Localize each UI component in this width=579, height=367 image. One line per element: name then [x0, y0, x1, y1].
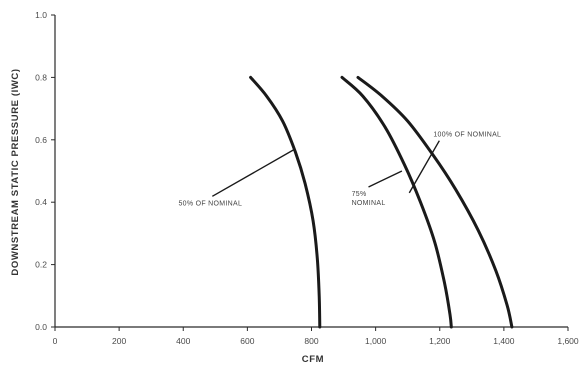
x-axis-label: CFM: [302, 354, 324, 365]
y-tick-label: 0.4: [35, 197, 47, 207]
curve-annotations: 50% OF NOMINAL 75% NOMINAL 100% OF NOMINAL: [178, 132, 501, 208]
series-line-2: [340, 75, 453, 329]
annotation-label-2: 75% NOMINAL: [352, 191, 386, 207]
series-curves: [249, 75, 514, 329]
series-line-3: [356, 75, 514, 329]
x-tick-label: 400: [176, 336, 190, 346]
y-axis-label: DOWNSTREAM STATIC PRESSURE (IWC): [10, 68, 21, 275]
series-line-1: [249, 75, 322, 329]
x-tick-label: 800: [304, 336, 318, 346]
y-axis-ticks: 0.0 0.2 0.4 0.6 0.8 1.0: [35, 10, 55, 332]
x-tick-label: 200: [112, 336, 126, 346]
annotation-label-1: 50% OF NOMINAL: [178, 200, 242, 207]
y-tick-label: 1.0: [35, 10, 47, 20]
x-tick-label: 1,400: [493, 336, 515, 346]
x-axis-ticks: 0 200 400 600 800 1,000 1,200 1,400 1,600: [53, 327, 579, 346]
x-tick-label: 0: [53, 336, 58, 346]
annotation-leader-3: [408, 140, 440, 194]
x-tick-label: 600: [240, 336, 254, 346]
annotation-label-3: 100% OF NOMINAL: [433, 132, 501, 139]
y-tick-label: 0.6: [35, 135, 47, 145]
x-tick-label: 1,200: [429, 336, 451, 346]
y-tick-label: 0.8: [35, 72, 47, 82]
x-tick-label: 1,600: [557, 336, 579, 346]
x-tick-label: 1,000: [365, 336, 387, 346]
annotation-leader-2: [368, 170, 403, 188]
y-tick-label: 0.2: [35, 260, 47, 270]
annotation-leader-1: [211, 148, 296, 197]
y-tick-label: 0.0: [35, 322, 47, 332]
